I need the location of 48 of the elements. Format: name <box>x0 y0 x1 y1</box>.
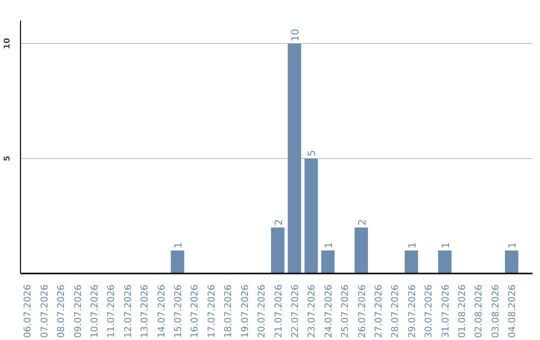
x-tick-label: 09.07.2026 <box>72 284 84 338</box>
bar <box>321 250 335 274</box>
x-tick-label: 28.07.2026 <box>390 284 402 338</box>
x-tick-label: 31.07.2026 <box>440 284 452 338</box>
x-tick-label: 19.07.2026 <box>240 284 251 338</box>
bar <box>170 250 184 274</box>
x-tick-label: 30.07.2026 <box>424 284 435 338</box>
data-label: 1 <box>440 242 452 248</box>
x-tick-label: 03.08.2026 <box>490 284 502 338</box>
x-tick-label: 15.07.2026 <box>173 284 184 338</box>
bar <box>404 250 418 274</box>
x-tick-label: 22.07.2026 <box>290 284 301 338</box>
x-tick-label: 04.08.2026 <box>507 284 518 338</box>
bar <box>438 250 452 274</box>
bar <box>304 158 318 274</box>
data-label: 1 <box>324 242 335 248</box>
x-tick-label: 13.07.2026 <box>140 284 151 338</box>
bar <box>271 228 284 274</box>
data-label: 1 <box>508 242 519 248</box>
bar <box>354 228 368 274</box>
x-tick-label: 07.07.2026 <box>39 284 50 338</box>
x-tick-label: 26.07.2026 <box>356 284 368 338</box>
x-tick-label: 12.07.2026 <box>122 284 134 338</box>
data-label: 10 <box>290 28 302 42</box>
x-tick-label: 08.07.2026 <box>56 284 68 338</box>
data-label: 2 <box>357 219 368 226</box>
bar <box>288 44 302 274</box>
data-label: 2 <box>274 219 285 226</box>
x-tick-label: 14.07.2026 <box>156 284 168 338</box>
x-tick-label: 27.07.2026 <box>373 284 384 338</box>
x-tick-label: 18.07.2026 <box>223 284 234 338</box>
x-tick-label: 11.07.2026 <box>106 284 118 338</box>
x-tick-label: 16.07.2026 <box>190 284 201 338</box>
x-tick-label: 25.07.2026 <box>340 284 352 338</box>
x-tick-label: 17.07.2026 <box>206 284 218 338</box>
x-tick-label: 02.08.2026 <box>474 284 485 338</box>
x-tick-label: 10.07.2026 <box>90 284 100 338</box>
bar <box>504 250 518 274</box>
x-tick-label: 24.07.2026 <box>323 284 334 338</box>
x-tick-label: 20.07.2026 <box>256 284 268 338</box>
data-label: 1 <box>407 242 418 248</box>
data-label: 5 <box>307 150 318 156</box>
x-tick-label: 06.07.2026 <box>22 284 34 338</box>
x-tick-label: 21.07.2026 <box>273 284 284 338</box>
x-tick-label: 01.08.2026 <box>457 284 468 338</box>
x-tick-label: 29.07.2026 <box>406 284 418 338</box>
x-tick-label: 23.07.2026 <box>306 284 318 338</box>
data-label: 1 <box>174 242 185 248</box>
